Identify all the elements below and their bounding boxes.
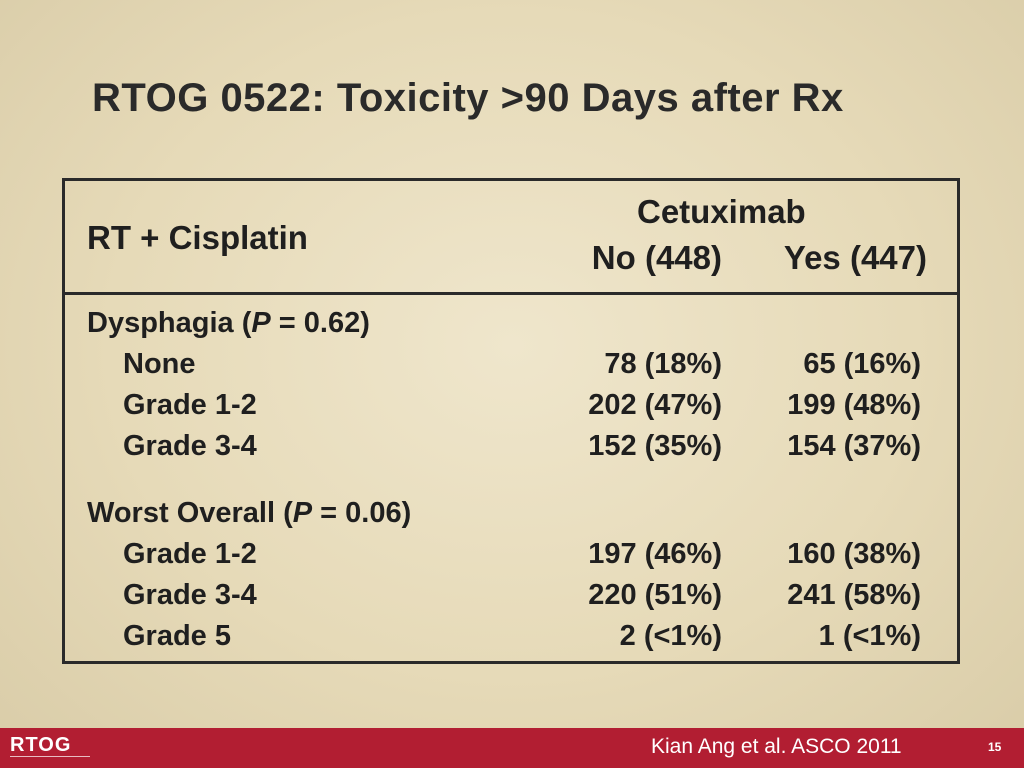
page-number: 15 — [988, 740, 1002, 754]
row-label: Grade 1-2 — [123, 389, 257, 421]
cell-no: 152 (35%) — [588, 430, 722, 462]
cell-no: 78 (18%) — [604, 348, 722, 380]
cell-no: 197 (46%) — [588, 538, 722, 570]
toxicity-table: RT + Cisplatin Cetuximab No (448) Yes (4… — [62, 178, 960, 664]
logo-underline — [10, 756, 90, 763]
cell-yes: 154 (37%) — [787, 430, 921, 462]
cell-no: 202 (47%) — [588, 389, 722, 421]
col-header-no: No (448) — [591, 239, 722, 276]
section-title: Worst Overall (P = 0.06) — [87, 497, 412, 529]
cell-yes: 65 (16%) — [803, 348, 921, 380]
col-header-yes: Yes (447) — [783, 239, 927, 276]
row-label: Grade 3-4 — [123, 579, 257, 611]
group-header: Cetuximab — [637, 193, 806, 230]
cell-yes: 160 (38%) — [787, 538, 921, 570]
cell-no: 2 (<1%) — [619, 620, 722, 652]
citation: Kian Ang et al. ASCO 2011 — [651, 735, 902, 758]
row-label: Grade 5 — [123, 620, 231, 652]
section-title: Dysphagia (P = 0.62) — [87, 307, 370, 339]
header-divider — [65, 292, 957, 295]
cell-yes: 1 (<1%) — [818, 620, 921, 652]
slide-title: RTOG 0522: Toxicity >90 Days after Rx — [92, 76, 844, 120]
cell-no: 220 (51%) — [588, 579, 722, 611]
row-header: RT + Cisplatin — [87, 219, 308, 256]
row-label: Grade 3-4 — [123, 430, 257, 462]
row-label: None — [123, 348, 196, 380]
footer-bar: RTOG Kian Ang et al. ASCO 2011 15 — [0, 728, 1024, 768]
cell-yes: 199 (48%) — [787, 389, 921, 421]
rtog-logo: RTOG — [10, 734, 72, 756]
cell-yes: 241 (58%) — [787, 579, 921, 611]
row-label: Grade 1-2 — [123, 538, 257, 570]
